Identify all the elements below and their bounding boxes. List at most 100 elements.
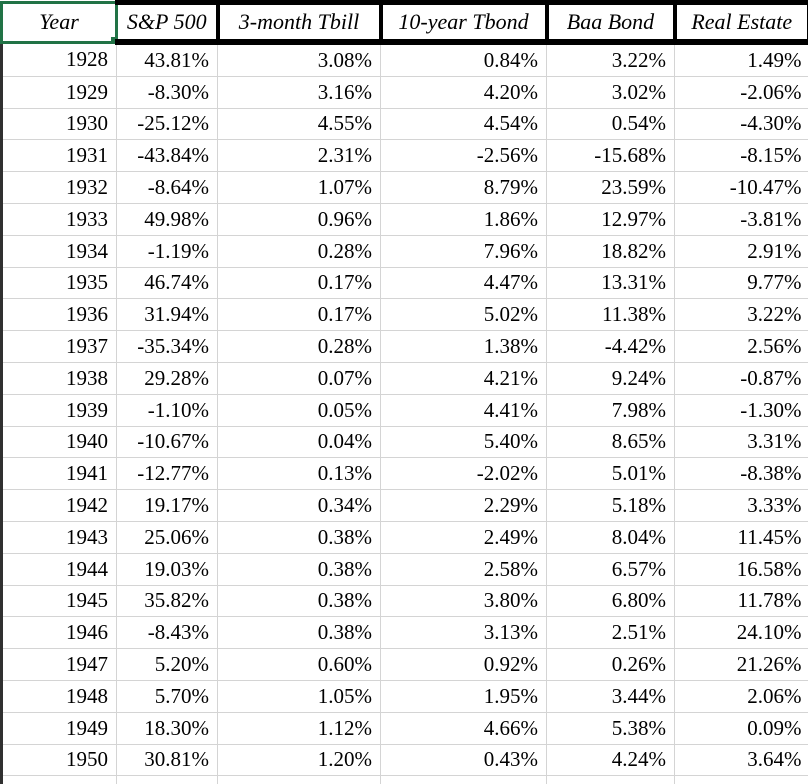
cell[interactable]: 0.54% bbox=[546, 108, 675, 141]
cell[interactable]: 1942 bbox=[0, 489, 117, 522]
cell[interactable]: 7.96% bbox=[380, 235, 547, 268]
cell[interactable]: 5.70% bbox=[116, 680, 218, 713]
cell[interactable]: 0.38% bbox=[217, 616, 381, 650]
cell[interactable]: 25.06% bbox=[116, 521, 218, 554]
cell[interactable]: 5.20% bbox=[116, 648, 218, 681]
cell[interactable]: -4.42% bbox=[546, 330, 675, 363]
cell[interactable]: -0.87% bbox=[674, 362, 808, 395]
cell[interactable]: 2.58% bbox=[380, 553, 547, 586]
cell[interactable]: 0.43% bbox=[380, 744, 547, 777]
cell[interactable]: 1928 bbox=[0, 42, 117, 77]
cell[interactable]: 35.82% bbox=[116, 585, 218, 618]
cell[interactable]: 1932 bbox=[0, 171, 117, 204]
cell[interactable]: -10.47% bbox=[674, 171, 808, 204]
cell[interactable]: 1937 bbox=[0, 330, 117, 363]
cell[interactable]: 23.59% bbox=[546, 171, 675, 204]
empty-cell[interactable] bbox=[217, 775, 381, 784]
cell[interactable]: 6.80% bbox=[546, 585, 675, 618]
cell[interactable]: 0.38% bbox=[217, 521, 381, 554]
cell[interactable]: 0.28% bbox=[217, 235, 381, 268]
cell[interactable]: 1943 bbox=[0, 521, 117, 554]
cell[interactable]: 3.64% bbox=[674, 744, 808, 777]
cell[interactable]: -1.19% bbox=[116, 235, 218, 268]
cell[interactable]: -10.67% bbox=[116, 426, 218, 459]
cell[interactable]: 8.04% bbox=[546, 521, 675, 554]
cell[interactable]: 1.05% bbox=[217, 680, 381, 713]
cell[interactable]: 1.07% bbox=[217, 171, 381, 204]
cell[interactable]: 1.38% bbox=[380, 330, 547, 363]
cell[interactable]: -15.68% bbox=[546, 139, 675, 173]
cell[interactable]: 2.31% bbox=[217, 139, 381, 173]
cell[interactable]: 24.10% bbox=[674, 616, 808, 650]
cell[interactable]: -8.43% bbox=[116, 616, 218, 650]
cell[interactable]: 43.81% bbox=[116, 42, 218, 77]
cell[interactable]: 1949 bbox=[0, 712, 117, 745]
cell[interactable]: -35.34% bbox=[116, 330, 218, 363]
column-header-baa-bond[interactable]: Baa Bond bbox=[544, 0, 675, 45]
cell[interactable]: 4.54% bbox=[380, 108, 547, 141]
cell[interactable]: 13.31% bbox=[546, 267, 675, 300]
cell[interactable]: 3.08% bbox=[217, 42, 381, 77]
cell[interactable]: 0.28% bbox=[217, 330, 381, 363]
cell[interactable]: 3.80% bbox=[380, 585, 547, 618]
cell[interactable]: 3.44% bbox=[546, 680, 675, 713]
cell[interactable]: 0.38% bbox=[217, 585, 381, 618]
cell[interactable]: 2.91% bbox=[674, 235, 808, 268]
column-header-year[interactable]: Year bbox=[0, 1, 118, 44]
empty-cell[interactable] bbox=[380, 775, 547, 784]
cell[interactable]: -8.64% bbox=[116, 171, 218, 204]
cell[interactable]: 1950 bbox=[0, 744, 117, 777]
cell[interactable]: 8.65% bbox=[546, 426, 675, 459]
cell[interactable]: 1941 bbox=[0, 457, 117, 491]
cell[interactable]: 1.95% bbox=[380, 680, 547, 713]
cell[interactable]: 0.07% bbox=[217, 362, 381, 395]
column-header-10-year-tbond[interactable]: 10-year Tbond bbox=[378, 0, 547, 45]
cell[interactable]: 5.02% bbox=[380, 298, 547, 332]
empty-cell[interactable] bbox=[116, 775, 218, 784]
cell[interactable]: 11.38% bbox=[546, 298, 675, 332]
cell[interactable]: -8.15% bbox=[674, 139, 808, 173]
cell[interactable]: 1934 bbox=[0, 235, 117, 268]
cell[interactable]: 0.17% bbox=[217, 267, 381, 300]
cell[interactable]: 29.28% bbox=[116, 362, 218, 395]
cell[interactable]: 18.30% bbox=[116, 712, 218, 745]
cell[interactable]: 1931 bbox=[0, 139, 117, 173]
cell[interactable]: 1946 bbox=[0, 616, 117, 650]
cell[interactable]: 0.05% bbox=[217, 394, 381, 427]
cell[interactable]: 1.49% bbox=[674, 42, 808, 77]
cell[interactable]: 49.98% bbox=[116, 203, 218, 236]
cell[interactable]: 11.45% bbox=[674, 521, 808, 554]
cell[interactable]: 5.01% bbox=[546, 457, 675, 491]
cell[interactable]: 9.24% bbox=[546, 362, 675, 395]
empty-cell[interactable] bbox=[674, 775, 808, 784]
cell[interactable]: 0.17% bbox=[217, 298, 381, 332]
cell[interactable]: 0.60% bbox=[217, 648, 381, 681]
cell[interactable]: 18.82% bbox=[546, 235, 675, 268]
empty-cell[interactable] bbox=[0, 775, 117, 784]
cell[interactable]: 1933 bbox=[0, 203, 117, 236]
cell[interactable]: -2.56% bbox=[380, 139, 547, 173]
cell[interactable]: 0.84% bbox=[380, 42, 547, 77]
cell[interactable]: 2.51% bbox=[546, 616, 675, 650]
column-header-3-month-tbill[interactable]: 3-month Tbill bbox=[215, 0, 381, 45]
cell[interactable]: 1944 bbox=[0, 553, 117, 586]
cell[interactable]: 1938 bbox=[0, 362, 117, 395]
cell[interactable]: 2.56% bbox=[674, 330, 808, 363]
cell[interactable]: -4.30% bbox=[674, 108, 808, 141]
cell[interactable]: 0.96% bbox=[217, 203, 381, 236]
cell[interactable]: -1.30% bbox=[674, 394, 808, 427]
cell[interactable]: 16.58% bbox=[674, 553, 808, 586]
cell[interactable]: 9.77% bbox=[674, 267, 808, 300]
cell[interactable]: 1930 bbox=[0, 108, 117, 141]
cell[interactable]: -8.38% bbox=[674, 457, 808, 491]
cell[interactable]: 3.31% bbox=[674, 426, 808, 459]
cell[interactable]: -25.12% bbox=[116, 108, 218, 141]
empty-cell[interactable] bbox=[546, 775, 675, 784]
cell[interactable]: -12.77% bbox=[116, 457, 218, 491]
cell[interactable]: 3.02% bbox=[546, 76, 675, 109]
cell[interactable]: 4.66% bbox=[380, 712, 547, 745]
cell[interactable]: 1.86% bbox=[380, 203, 547, 236]
cell[interactable]: -2.02% bbox=[380, 457, 547, 491]
cell[interactable]: 1948 bbox=[0, 680, 117, 713]
cell[interactable]: 1947 bbox=[0, 648, 117, 681]
